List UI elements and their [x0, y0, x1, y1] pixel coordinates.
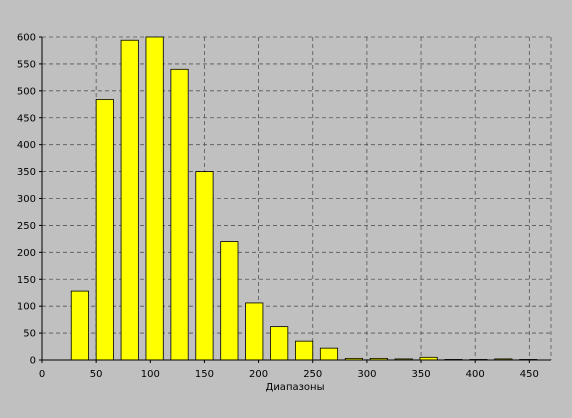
y-tick-label: 0	[30, 356, 36, 367]
x-tick-label: 450	[520, 369, 539, 380]
x-tick-label: 0	[39, 369, 45, 380]
y-tick-label: 350	[17, 167, 36, 178]
x-tick-label: 400	[466, 369, 485, 380]
y-tick-label: 450	[17, 113, 36, 124]
x-tick-label: 350	[411, 369, 430, 380]
y-tick-label: 200	[17, 248, 36, 259]
x-tick-label: 300	[357, 369, 376, 380]
bar	[145, 36, 164, 361]
axes	[39, 36, 551, 363]
x-tick-label: 100	[141, 369, 160, 380]
y-tick-label: 100	[17, 302, 36, 313]
bar	[319, 347, 339, 361]
y-tick-label: 550	[17, 59, 36, 70]
bar	[70, 290, 89, 361]
bar	[195, 171, 214, 361]
y-tick-label: 300	[17, 194, 36, 205]
bar	[170, 68, 189, 361]
bar	[220, 241, 239, 361]
bar	[120, 39, 139, 361]
y-tick-label: 50	[23, 329, 36, 340]
x-tick-label: 150	[195, 369, 214, 380]
x-tick-label: 200	[249, 369, 268, 380]
x-tick-label: 50	[90, 369, 103, 380]
x-tick-label: 250	[303, 369, 322, 380]
y-tick-label: 600	[17, 33, 36, 44]
y-tick-label: 500	[17, 86, 36, 97]
tick-labels: 0 50 100 150 200 250 300 350 400 450 500 550 600 0 50 1…	[17, 33, 539, 381]
bar	[295, 340, 314, 361]
grid	[41, 36, 552, 361]
x-axis-label: Диапазоны	[266, 382, 325, 393]
bar	[95, 99, 114, 361]
y-tick-label: 150	[17, 275, 36, 286]
y-tick-label: 250	[17, 221, 36, 232]
bar	[245, 302, 264, 361]
bars	[70, 36, 538, 361]
y-tick-label: 400	[17, 140, 36, 151]
bar	[270, 326, 289, 361]
